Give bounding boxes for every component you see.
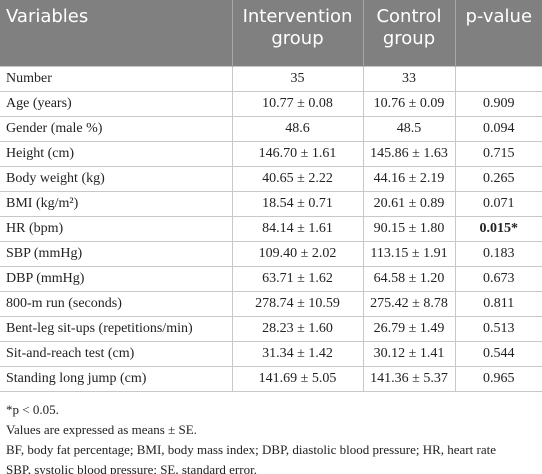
table-cell: Standing long jump (cm) — [0, 366, 233, 392]
table-cell: 63.71 ± 1.62 — [231, 266, 364, 292]
table-cell: 33 — [362, 66, 456, 92]
table-cell: 0.015* — [454, 216, 542, 242]
table-cell — [454, 66, 542, 92]
table-cell: 0.513 — [454, 316, 542, 342]
header-row: Variables Intervention group Control group… — [0, 0, 542, 67]
table-cell: 0.715 — [454, 141, 542, 167]
header-cell: Intervention group — [232, 0, 364, 67]
table-cell: Height (cm) — [0, 141, 233, 167]
table-body: Number 35 33 Age (years) 10.77 ± 0.08 10.76 ±… — [0, 66, 542, 392]
table-cell: 28.23 ± 1.60 — [231, 316, 364, 342]
table-cell: Gender (male %) — [0, 116, 233, 142]
table-cell: 145.86 ± 1.63 — [362, 141, 456, 167]
table-cell: 141.69 ± 5.05 — [231, 366, 364, 392]
table-cell: HR (bpm) — [0, 216, 233, 242]
table-cell: 48.6 — [231, 116, 364, 142]
header-cell: Variables — [0, 0, 233, 67]
table-row: Age (years) 10.77 ± 0.08 10.76 ± 0.09 0.909 — [0, 91, 542, 117]
table-row: Gender (male %) 48.6 48.5 0.094 — [0, 116, 542, 142]
table-cell: 48.5 — [362, 116, 456, 142]
footnote: SBP, systolic blood pressure; SE, standa… — [6, 462, 257, 474]
table-cell: 0.811 — [454, 291, 542, 317]
table-cell: 0.673 — [454, 266, 542, 292]
table-cell: 44.16 ± 2.19 — [362, 166, 456, 192]
table-row: DBP (mmHg) 63.71 ± 1.62 64.58 ± 1.20 0.673 — [0, 266, 542, 292]
table-cell: 35 — [231, 66, 364, 92]
table-cell: 84.14 ± 1.61 — [231, 216, 364, 242]
table-cell: 40.65 ± 2.22 — [231, 166, 364, 192]
table-cell: 90.15 ± 1.80 — [362, 216, 456, 242]
footnote: BF, body fat percentage; BMI, body mass … — [6, 442, 496, 457]
footnote: Values are expressed as means ± SE. — [6, 422, 197, 437]
table-cell: 278.74 ± 10.59 — [231, 291, 364, 317]
table-cell: 109.40 ± 2.02 — [231, 241, 364, 267]
table-cell: 0.544 — [454, 341, 542, 367]
table-cell: Age (years) — [0, 91, 233, 117]
header-cell: p-value — [455, 0, 542, 67]
table-row: Sit-and-reach test (cm) 31.34 ± 1.42 30.12… — [0, 341, 542, 367]
table-row: SBP (mmHg) 109.40 ± 2.02 113.15 ± 1.91 0.18… — [0, 241, 542, 267]
table-cell: 20.61 ± 0.89 — [362, 191, 456, 217]
table-cell: 141.36 ± 5.37 — [362, 366, 456, 392]
table-cell: Body weight (kg) — [0, 166, 233, 192]
table-cell: Sit-and-reach test (cm) — [0, 341, 233, 367]
table-cell: 800-m run (seconds) — [0, 291, 233, 317]
table-cell: 31.34 ± 1.42 — [231, 341, 364, 367]
footnotes: *p < 0.05. Values are expressed as means … — [0, 392, 542, 474]
table-cell: 10.76 ± 0.09 — [362, 91, 456, 117]
table-cell: BMI (kg/m²) — [0, 191, 233, 217]
table-cell: DBP (mmHg) — [0, 266, 233, 292]
table-row: Bent-leg sit-ups (repetitions/min) 28.23 … — [0, 316, 542, 342]
table-cell: 0.094 — [454, 116, 542, 142]
table-row: Height (cm) 146.70 ± 1.61 145.86 ± 1.63 0.7… — [0, 141, 542, 167]
table-cell: 0.909 — [454, 91, 542, 117]
table-cell: 0.183 — [454, 241, 542, 267]
data-table: Variables Intervention group Control group… — [0, 0, 542, 392]
table-row: HR (bpm) 84.14 ± 1.61 90.15 ± 1.80 0.015* — [0, 216, 542, 242]
table-row: Standing long jump (cm) 141.69 ± 5.05 141.… — [0, 366, 542, 392]
table-cell: Bent-leg sit-ups (repetitions/min) — [0, 316, 233, 342]
table-cell: 146.70 ± 1.61 — [231, 141, 364, 167]
table-cell: 0.071 — [454, 191, 542, 217]
table-cell: Number — [0, 66, 233, 92]
footnote: *p < 0.05. — [6, 402, 59, 417]
table-cell: 30.12 ± 1.41 — [362, 341, 456, 367]
table-row: 800-m run (seconds) 278.74 ± 10.59 275.42 … — [0, 291, 542, 317]
table-cell: 0.965 — [454, 366, 542, 392]
table-cell: 18.54 ± 0.71 — [231, 191, 364, 217]
table-cell: 0.265 — [454, 166, 542, 192]
table-cell: 113.15 ± 1.91 — [362, 241, 456, 267]
table-row: Body weight (kg) 40.65 ± 2.22 44.16 ± 2.19… — [0, 166, 542, 192]
table-cell: 26.79 ± 1.49 — [362, 316, 456, 342]
table-cell: 275.42 ± 8.78 — [362, 291, 456, 317]
header-cell: Control group — [363, 0, 456, 67]
table-cell: 10.77 ± 0.08 — [231, 91, 364, 117]
table-cell: 64.58 ± 1.20 — [362, 266, 456, 292]
table-row: Number 35 33 — [0, 66, 542, 92]
table-row: BMI (kg/m²) 18.54 ± 0.71 20.61 ± 0.89 0.071 — [0, 191, 542, 217]
table-cell: SBP (mmHg) — [0, 241, 233, 267]
